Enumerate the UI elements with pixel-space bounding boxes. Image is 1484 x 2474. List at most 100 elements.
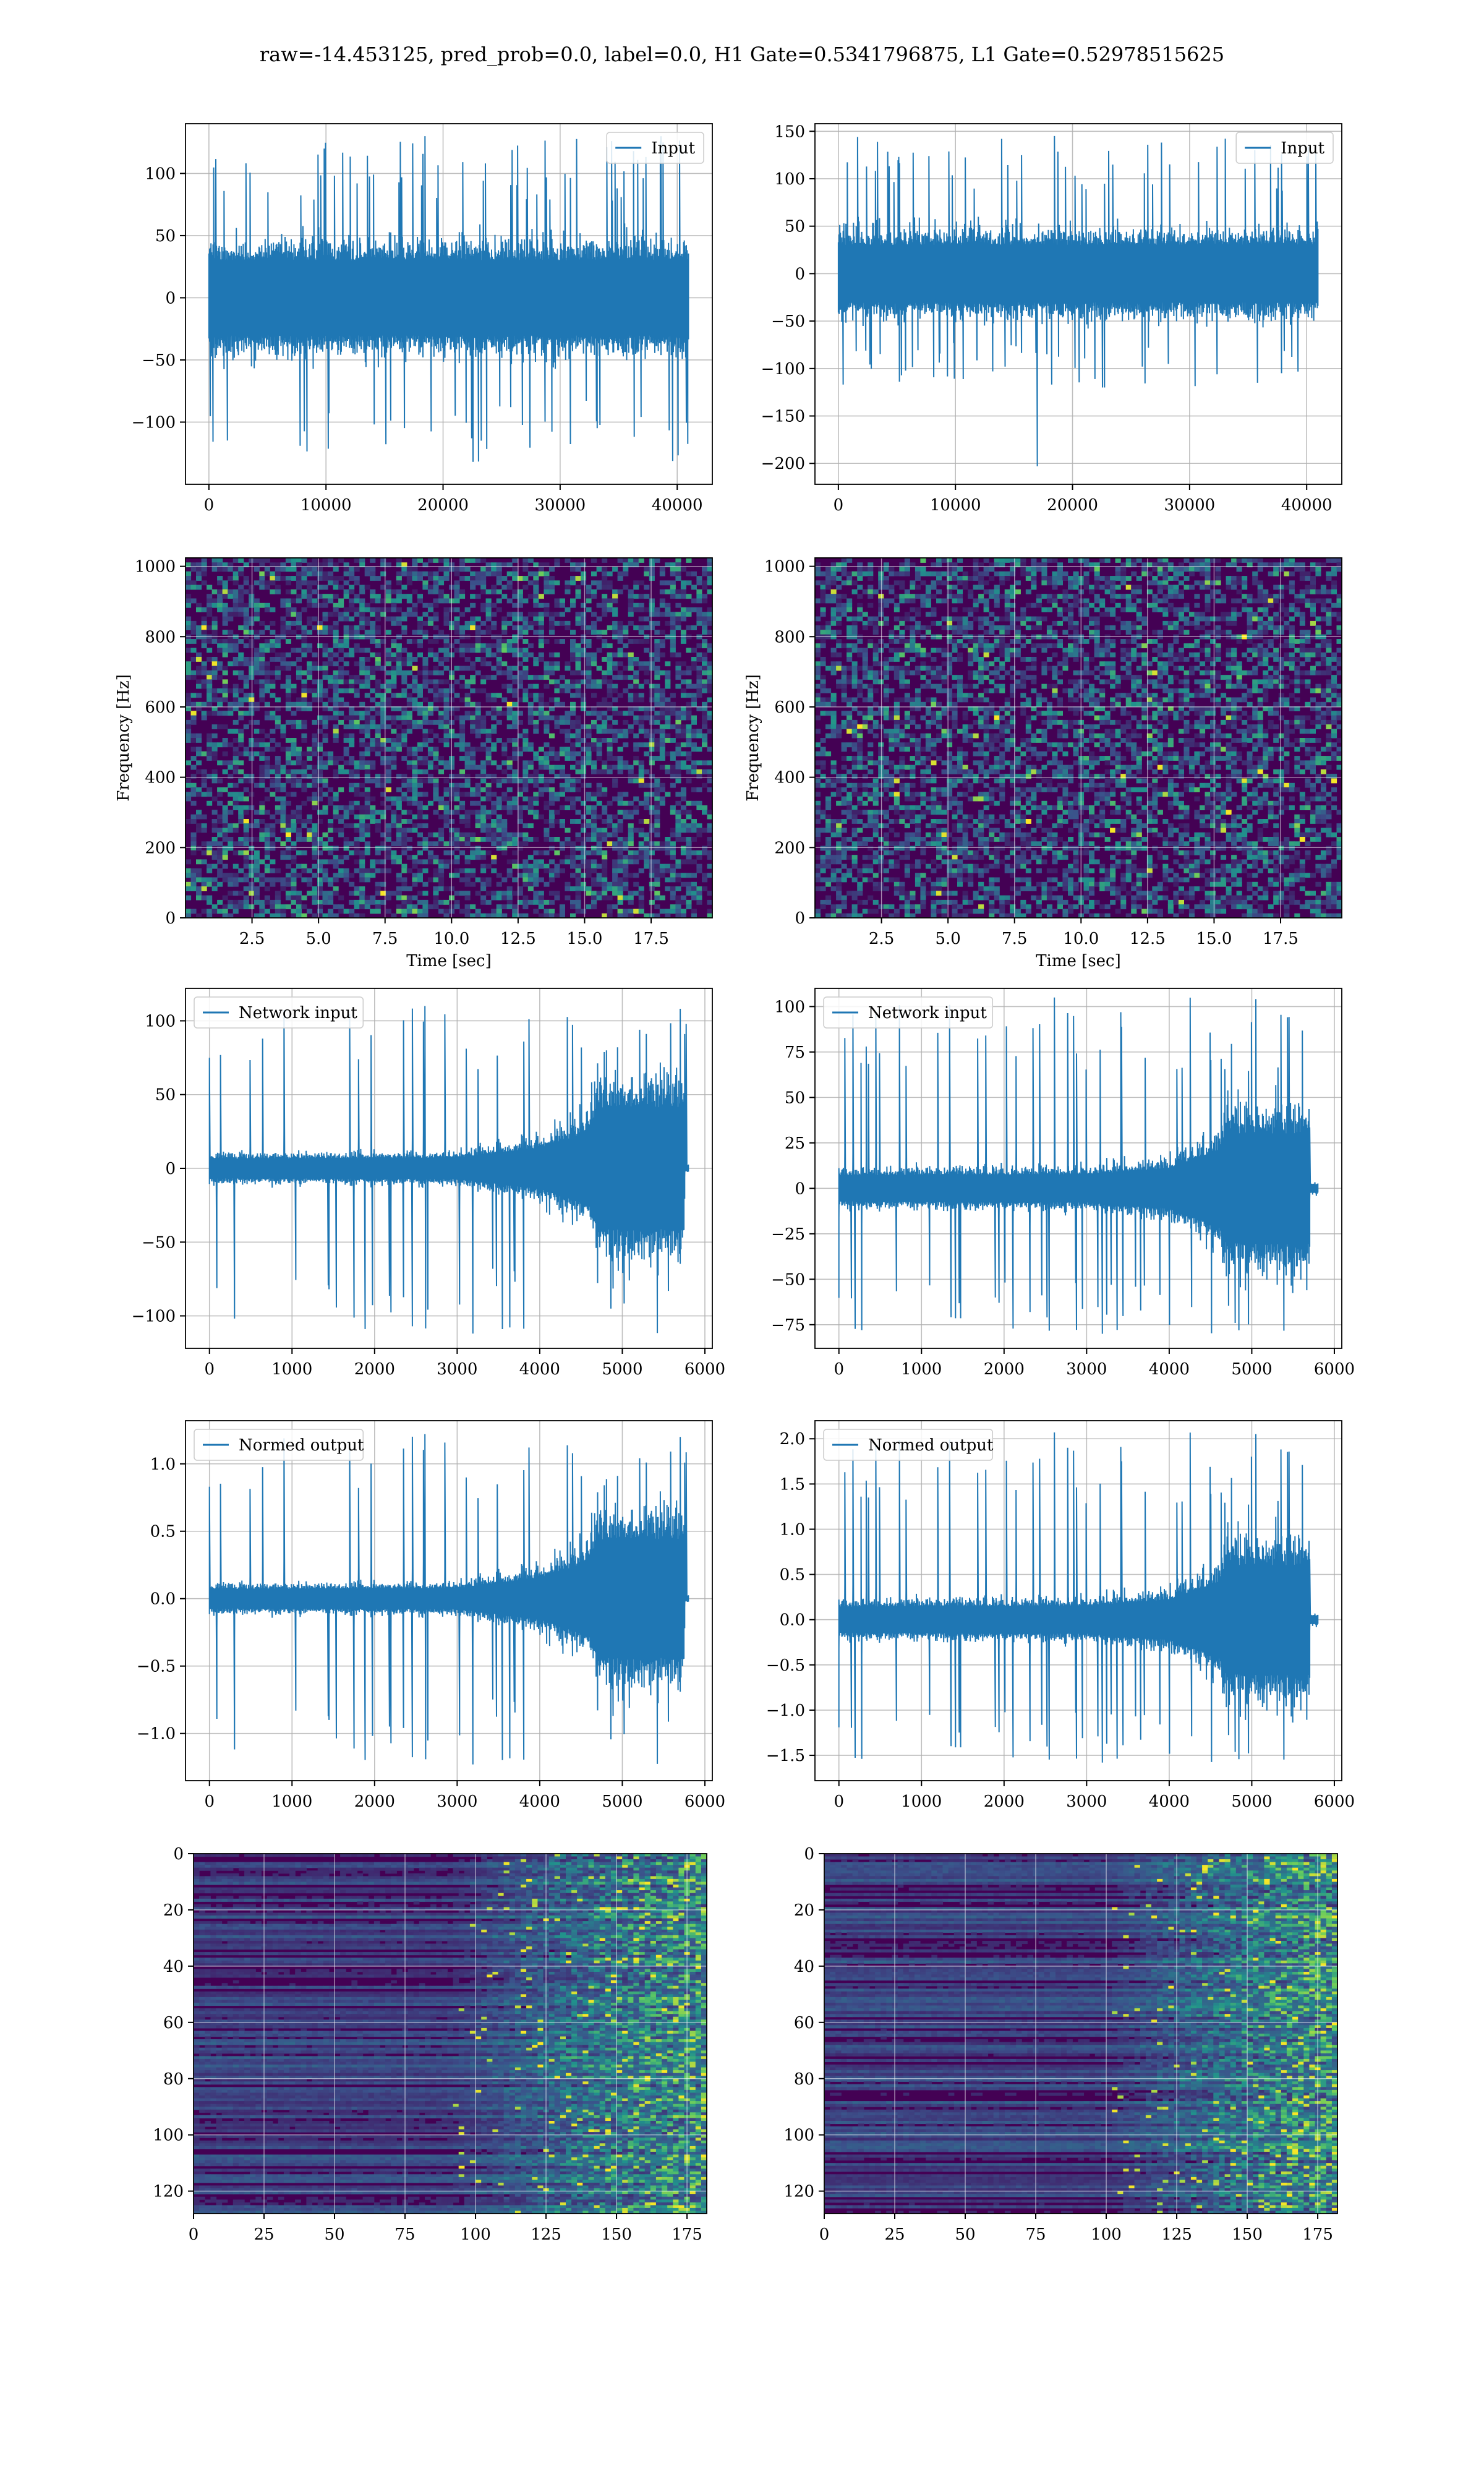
heatmap-cell bbox=[217, 846, 223, 851]
heatmap-cell bbox=[649, 657, 655, 662]
heatmap-cell bbox=[533, 783, 539, 788]
heatmap-cell bbox=[1073, 558, 1079, 563]
heatmap-cell bbox=[386, 585, 391, 590]
heatmap-cell bbox=[196, 603, 202, 608]
heatmap-cell bbox=[286, 801, 291, 806]
heatmap-cell bbox=[497, 580, 502, 585]
heatmap-cell bbox=[323, 734, 328, 738]
heatmap-cell bbox=[486, 630, 492, 635]
heatmap-cell bbox=[497, 607, 502, 612]
heatmap-cell bbox=[422, 742, 428, 747]
heatmap-cell bbox=[370, 859, 375, 864]
heatmap-cell bbox=[644, 594, 649, 599]
heatmap-cell bbox=[639, 846, 644, 851]
heatmap-cell bbox=[1005, 599, 1010, 604]
heatmap-cell bbox=[597, 567, 602, 572]
heatmap-cell bbox=[465, 747, 471, 752]
heatmap-cell bbox=[444, 607, 450, 612]
heatmap-cell bbox=[649, 882, 655, 887]
heatmap-cell bbox=[570, 787, 576, 792]
heatmap-cell bbox=[665, 711, 670, 716]
heatmap-cell bbox=[491, 693, 497, 698]
heatmap-cell bbox=[702, 657, 707, 662]
heatmap-cell bbox=[957, 558, 963, 563]
heatmap-cell bbox=[586, 711, 592, 716]
heatmap-cell bbox=[894, 571, 900, 576]
heatmap-cell bbox=[691, 837, 697, 842]
heatmap-cell bbox=[570, 850, 576, 855]
heatmap-cell bbox=[344, 594, 349, 599]
heatmap-cell bbox=[196, 878, 202, 883]
heatmap-cell bbox=[533, 711, 539, 716]
heatmap-cell bbox=[670, 909, 676, 914]
heatmap-cell bbox=[212, 621, 218, 626]
heatmap-cell bbox=[286, 567, 291, 572]
heatmap-cell bbox=[1036, 599, 1042, 604]
heatmap-cell bbox=[259, 621, 265, 626]
heatmap-cell bbox=[1321, 589, 1326, 594]
heatmap-cell bbox=[265, 837, 270, 842]
heatmap-cell bbox=[233, 805, 239, 810]
heatmap-cell bbox=[670, 630, 676, 635]
heatmap-cell bbox=[486, 751, 492, 756]
heatmap-cell bbox=[312, 580, 318, 585]
heatmap-cell bbox=[228, 873, 233, 878]
heatmap-cell bbox=[628, 724, 634, 729]
heatmap-cell bbox=[291, 823, 296, 828]
heatmap-cell bbox=[475, 657, 481, 662]
heatmap-cell bbox=[386, 716, 391, 721]
heatmap-cell bbox=[196, 823, 202, 828]
heatmap-cell bbox=[686, 751, 691, 756]
heatmap-cell bbox=[312, 792, 318, 797]
heatmap-cell bbox=[275, 657, 281, 662]
heatmap-cell bbox=[317, 868, 323, 873]
heatmap-cell bbox=[286, 621, 291, 626]
heatmap-cell bbox=[501, 648, 507, 653]
heatmap-cell bbox=[333, 760, 339, 765]
heatmap-cell bbox=[296, 576, 302, 581]
heatmap-cell bbox=[612, 599, 618, 604]
heatmap-cell bbox=[207, 738, 212, 743]
heatmap-cell bbox=[323, 558, 328, 563]
heatmap-cell bbox=[675, 747, 681, 752]
heatmap-cell bbox=[665, 720, 670, 725]
heatmap-cell bbox=[417, 779, 423, 784]
heatmap-cell bbox=[1331, 558, 1337, 563]
heatmap-cell bbox=[681, 792, 686, 797]
heatmap-cell bbox=[501, 837, 507, 842]
heatmap-cell bbox=[554, 679, 560, 684]
heatmap-cell bbox=[528, 675, 534, 680]
heatmap-cell bbox=[1263, 594, 1268, 599]
heatmap-cell bbox=[978, 576, 984, 581]
heatmap-cell bbox=[338, 648, 344, 653]
heatmap-cell bbox=[665, 698, 670, 703]
heatmap-cell bbox=[275, 783, 281, 788]
heatmap-cell bbox=[291, 742, 296, 747]
heatmap-cell bbox=[607, 841, 613, 846]
heatmap-cell bbox=[296, 779, 302, 784]
heatmap-cell bbox=[259, 779, 265, 784]
heatmap-cell bbox=[675, 621, 681, 626]
heatmap-cell bbox=[186, 909, 191, 914]
heatmap-cell bbox=[323, 716, 328, 721]
heatmap-cell bbox=[507, 900, 513, 905]
heatmap-cell bbox=[857, 576, 863, 581]
heatmap-cell bbox=[639, 639, 644, 644]
heatmap-cell bbox=[623, 765, 628, 770]
heatmap-cell bbox=[286, 688, 291, 693]
heatmap-cell bbox=[412, 702, 417, 707]
heatmap-cell bbox=[623, 841, 628, 846]
heatmap-cell bbox=[307, 589, 312, 594]
heatmap-cell bbox=[333, 886, 339, 891]
heatmap-cell bbox=[233, 747, 239, 752]
heatmap-cell bbox=[238, 639, 244, 644]
heatmap-cell bbox=[270, 738, 275, 743]
heatmap-cell bbox=[438, 868, 444, 873]
heatmap-cell bbox=[259, 882, 265, 887]
heatmap-cell bbox=[233, 769, 239, 774]
heatmap-cell bbox=[265, 787, 270, 792]
heatmap-cell bbox=[607, 909, 613, 914]
heatmap-cell bbox=[259, 679, 265, 684]
heatmap-cell bbox=[681, 850, 686, 855]
heatmap-cell bbox=[984, 580, 989, 585]
